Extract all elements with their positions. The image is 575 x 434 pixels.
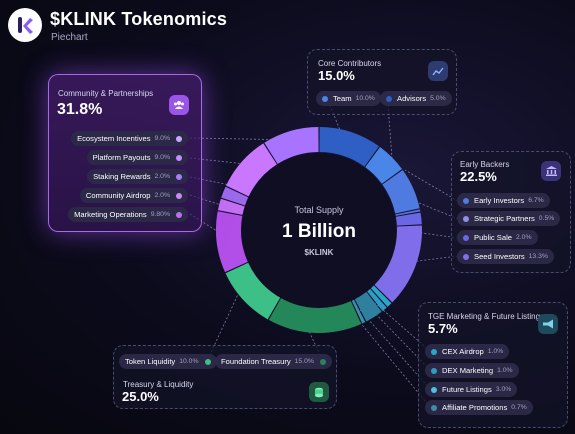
legend-dot	[176, 211, 182, 218]
backers-pct: 22.5%	[460, 169, 497, 184]
connector-platform	[189, 157, 256, 166]
bank-icon	[541, 161, 561, 181]
legend-dot	[176, 135, 182, 142]
connector-dex	[367, 305, 431, 371]
trend-icon	[428, 61, 448, 81]
donut-slices	[215, 127, 422, 333]
klink-logo-icon	[18, 17, 33, 34]
legend-platform-payouts[interactable]: Platform Payouts 9.0%	[86, 150, 188, 165]
people-icon	[169, 95, 189, 115]
slice-team[interactable]	[319, 127, 380, 167]
page-subtitle: Piechart	[51, 32, 88, 43]
legend-dot	[322, 95, 328, 102]
slice-affiliate-promotions[interactable]	[351, 299, 366, 324]
legend-dot	[431, 348, 437, 355]
slice-foundation-treasury[interactable]	[268, 298, 362, 333]
slice-dex-marketing[interactable]	[367, 288, 387, 312]
app-logo	[8, 8, 42, 42]
legend-dot	[463, 234, 469, 241]
slice-cex-airdrop[interactable]	[370, 285, 392, 307]
donut-hole	[242, 153, 396, 307]
page-title: $KLINK Tokenomics	[50, 9, 228, 29]
slice-early-investors[interactable]	[382, 169, 420, 214]
community-title: Community & Partnerships	[58, 89, 154, 98]
legend-advisors[interactable]: Advisors 5.0%	[380, 91, 452, 106]
legend-dot	[176, 192, 182, 199]
connector-ecosystem	[189, 137, 311, 151]
legend-staking-rewards[interactable]: Staking Rewards 2.0%	[87, 169, 188, 184]
tge-title: TGE Marketing & Future Listings	[428, 312, 545, 321]
legend-dex-marketing[interactable]: DEX Marketing 1.0%	[425, 363, 519, 378]
connector-public	[414, 231, 459, 239]
community-pct: 31.8%	[57, 101, 103, 118]
legend-dot	[463, 253, 469, 260]
legend-ecosystem-incentives[interactable]: Ecosystem Incentives 9.0%	[71, 131, 188, 146]
legend-public-sale[interactable]: Public Sale 2.0%	[457, 230, 538, 245]
slice-strategic-partners[interactable]	[395, 209, 421, 216]
tge-pct: 5.7%	[428, 321, 458, 336]
treasury-title: Treasury & Liquidity	[123, 380, 194, 389]
donut-center: Total Supply 1 Billion $KLINK	[256, 205, 382, 257]
backers-title: Early Backers	[460, 160, 510, 169]
legend-marketing-operations[interactable]: Marketing Operations 9.80%	[68, 207, 188, 222]
legend-affiliate-promotions[interactable]: Affiliate Promotions 0.7%	[425, 400, 533, 415]
slice-ecosystem-incentives[interactable]	[264, 127, 319, 164]
legend-dot	[431, 404, 437, 411]
legend-early-investors[interactable]: Early Investors 6.7%	[457, 193, 550, 208]
connector-affiliate	[352, 313, 431, 408]
slice-advisors[interactable]	[365, 147, 402, 184]
legend-team[interactable]: Team 10.0%	[316, 91, 381, 106]
treasury-pct: 25.0%	[122, 389, 159, 404]
slice-marketing-operations[interactable]	[215, 211, 248, 273]
slice-seed-investors[interactable]	[374, 225, 422, 303]
legend-future-listings[interactable]: Future Listings 3.0%	[425, 382, 518, 397]
coins-icon	[309, 382, 329, 402]
legend-dot	[176, 173, 182, 180]
connector-seed	[409, 255, 459, 263]
legend-dot	[204, 358, 211, 365]
legend-cex-airdrop[interactable]: CEX Airdrop 1.0%	[425, 344, 510, 359]
core-title: Core Contributors	[318, 59, 382, 68]
legend-dot	[386, 95, 392, 102]
legend-foundation-treasury[interactable]: Foundation Treasury 15.0%	[215, 354, 332, 369]
total-supply-value: 1 Billion	[282, 221, 356, 242]
legend-dot	[463, 215, 469, 222]
slice-token-liquidity[interactable]	[225, 262, 281, 320]
slice-staking-rewards[interactable]	[221, 186, 249, 206]
megaphone-icon	[538, 314, 558, 334]
slice-future-listings[interactable]	[354, 291, 382, 322]
legend-strategic-partners[interactable]: Strategic Partners 0.5%	[457, 211, 561, 226]
token-ticker: $KLINK	[304, 248, 334, 257]
legend-dot	[319, 358, 326, 365]
connector-team	[329, 104, 346, 144]
slice-public-sale[interactable]	[395, 212, 422, 226]
total-supply-label: Total Supply	[294, 205, 344, 215]
legend-dot	[463, 197, 469, 204]
slice-platform-payouts[interactable]	[226, 143, 277, 197]
core-pct: 15.0%	[318, 68, 355, 83]
legend-token-liquidity[interactable]: Token Liquidity 10.0%	[119, 354, 217, 369]
legend-dot	[431, 367, 437, 374]
legend-dot	[176, 154, 182, 161]
slice-community-airdrop[interactable]	[217, 198, 245, 215]
legend-seed-investors[interactable]: Seed Investors 13.3%	[457, 249, 554, 264]
connector-strategic	[411, 199, 459, 220]
legend-community-airdrop[interactable]: Community Airdrop 2.0%	[79, 188, 188, 203]
legend-dot	[431, 386, 437, 393]
